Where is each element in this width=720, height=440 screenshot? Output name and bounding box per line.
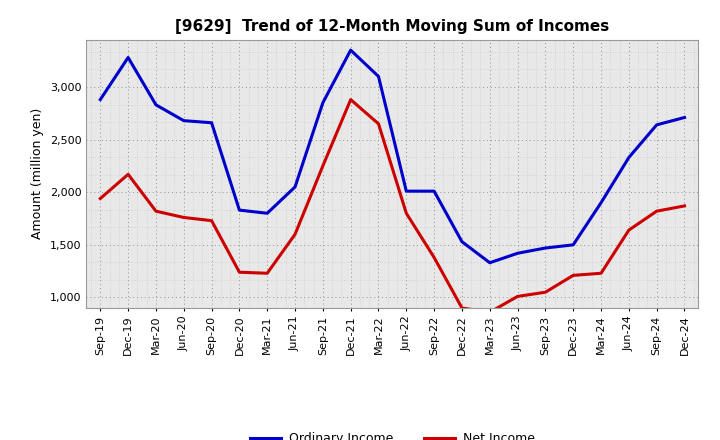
Ordinary Income (318, 100, 327, 106)
Line: Net Income: Net Income (100, 99, 685, 312)
Legend: Ordinary Income, Net Income: Ordinary Income, Net Income (245, 427, 540, 440)
Ordinary Income (458, 239, 467, 244)
Net Income (569, 273, 577, 278)
Ordinary Income (624, 155, 633, 160)
Net Income (541, 290, 550, 295)
Net Income (96, 196, 104, 201)
Ordinary Income (263, 211, 271, 216)
Ordinary Income (179, 118, 188, 123)
Net Income (402, 211, 410, 216)
Net Income (291, 232, 300, 237)
Ordinary Income (96, 97, 104, 102)
Ordinary Income (346, 48, 355, 53)
Net Income (124, 172, 132, 177)
Ordinary Income (569, 242, 577, 247)
Ordinary Income (374, 74, 383, 79)
Ordinary Income (541, 246, 550, 251)
Net Income (513, 294, 522, 299)
Ordinary Income (597, 200, 606, 205)
Net Income (597, 271, 606, 276)
Y-axis label: Amount (million yen): Amount (million yen) (32, 108, 45, 239)
Net Income (485, 310, 494, 315)
Title: [9629]  Trend of 12-Month Moving Sum of Incomes: [9629] Trend of 12-Month Moving Sum of I… (175, 19, 610, 34)
Ordinary Income (430, 188, 438, 194)
Net Income (318, 163, 327, 169)
Net Income (680, 203, 689, 209)
Ordinary Income (207, 120, 216, 125)
Line: Ordinary Income: Ordinary Income (100, 50, 685, 263)
Ordinary Income (402, 188, 410, 194)
Ordinary Income (680, 115, 689, 120)
Net Income (652, 209, 661, 214)
Net Income (207, 218, 216, 223)
Net Income (263, 271, 271, 276)
Net Income (179, 215, 188, 220)
Ordinary Income (124, 55, 132, 60)
Ordinary Income (152, 102, 161, 107)
Ordinary Income (291, 184, 300, 190)
Ordinary Income (513, 251, 522, 256)
Ordinary Income (485, 260, 494, 265)
Net Income (152, 209, 161, 214)
Net Income (374, 121, 383, 126)
Ordinary Income (235, 208, 243, 213)
Net Income (458, 305, 467, 311)
Net Income (346, 97, 355, 102)
Net Income (235, 270, 243, 275)
Ordinary Income (652, 122, 661, 128)
Net Income (430, 255, 438, 260)
Net Income (624, 227, 633, 233)
